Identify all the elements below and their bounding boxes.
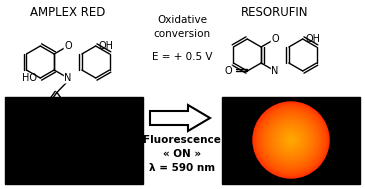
Circle shape <box>266 115 316 165</box>
Text: OH: OH <box>306 34 321 44</box>
Circle shape <box>257 106 325 174</box>
Circle shape <box>277 126 305 154</box>
Circle shape <box>270 119 312 161</box>
Circle shape <box>284 133 297 147</box>
Circle shape <box>262 111 320 169</box>
Circle shape <box>268 117 314 163</box>
Bar <box>222 97 360 184</box>
Circle shape <box>273 122 309 158</box>
Circle shape <box>254 103 328 177</box>
Circle shape <box>256 105 326 175</box>
Circle shape <box>284 132 299 148</box>
Circle shape <box>272 121 310 159</box>
Circle shape <box>288 137 294 143</box>
Circle shape <box>275 124 307 156</box>
Circle shape <box>287 136 295 144</box>
Circle shape <box>280 129 302 151</box>
Circle shape <box>281 131 300 149</box>
Circle shape <box>270 119 312 161</box>
Circle shape <box>260 108 322 171</box>
Circle shape <box>284 133 298 147</box>
Text: E = + 0.5 V: E = + 0.5 V <box>152 52 212 62</box>
Circle shape <box>260 109 322 171</box>
Circle shape <box>263 112 319 168</box>
Text: AMPLEX RED: AMPLEX RED <box>30 6 106 19</box>
Text: O: O <box>224 66 232 76</box>
Circle shape <box>266 116 315 164</box>
Circle shape <box>268 117 315 163</box>
Circle shape <box>258 107 324 173</box>
Circle shape <box>274 124 307 156</box>
Text: N: N <box>271 66 279 76</box>
Circle shape <box>259 108 323 172</box>
Text: O: O <box>43 101 50 110</box>
Circle shape <box>253 102 329 178</box>
Circle shape <box>288 137 294 143</box>
Circle shape <box>264 113 318 167</box>
Circle shape <box>279 128 303 152</box>
Circle shape <box>263 112 319 168</box>
Circle shape <box>255 104 327 176</box>
Circle shape <box>278 127 304 153</box>
Circle shape <box>253 102 328 177</box>
Text: RESORUFIN: RESORUFIN <box>241 6 309 19</box>
Circle shape <box>271 120 311 160</box>
Circle shape <box>261 110 320 170</box>
Circle shape <box>278 127 304 153</box>
Circle shape <box>285 134 297 146</box>
Text: OH: OH <box>99 41 114 51</box>
Circle shape <box>273 122 309 158</box>
Circle shape <box>255 104 327 176</box>
Circle shape <box>281 130 301 150</box>
Text: Fluorescence
« ON »
λ = 590 nm: Fluorescence « ON » λ = 590 nm <box>143 135 221 173</box>
Circle shape <box>286 135 296 145</box>
Circle shape <box>258 107 324 173</box>
Circle shape <box>276 125 306 155</box>
Circle shape <box>274 123 308 157</box>
FancyArrow shape <box>150 105 210 131</box>
Circle shape <box>265 114 317 166</box>
Text: Oxidative
conversion: Oxidative conversion <box>153 15 211 39</box>
Circle shape <box>257 106 325 174</box>
Circle shape <box>283 132 300 149</box>
Circle shape <box>254 103 328 177</box>
Circle shape <box>266 115 316 165</box>
Circle shape <box>289 138 293 142</box>
Text: O: O <box>64 41 72 51</box>
Circle shape <box>262 111 320 169</box>
Circle shape <box>256 105 326 175</box>
Bar <box>5 97 143 184</box>
Circle shape <box>265 114 317 166</box>
Circle shape <box>277 126 305 154</box>
Circle shape <box>269 118 312 162</box>
Circle shape <box>287 136 295 144</box>
Circle shape <box>289 138 293 142</box>
Circle shape <box>290 139 292 141</box>
Circle shape <box>264 113 318 167</box>
Circle shape <box>268 117 314 163</box>
Circle shape <box>279 128 303 152</box>
Circle shape <box>274 123 308 157</box>
Circle shape <box>282 131 300 149</box>
Circle shape <box>267 116 315 164</box>
Circle shape <box>271 120 311 160</box>
Circle shape <box>281 130 301 150</box>
Circle shape <box>286 135 296 145</box>
Text: O: O <box>271 34 279 44</box>
Circle shape <box>285 134 297 146</box>
Circle shape <box>269 118 313 162</box>
Circle shape <box>283 132 299 148</box>
Circle shape <box>276 125 306 155</box>
Text: N: N <box>64 73 72 83</box>
Circle shape <box>261 109 322 170</box>
Text: CH₃: CH₃ <box>67 101 84 110</box>
Text: HO: HO <box>22 73 37 83</box>
Circle shape <box>276 125 307 156</box>
Circle shape <box>259 108 323 172</box>
Circle shape <box>289 139 292 142</box>
Circle shape <box>280 129 302 151</box>
Circle shape <box>261 110 321 170</box>
Circle shape <box>272 121 310 159</box>
